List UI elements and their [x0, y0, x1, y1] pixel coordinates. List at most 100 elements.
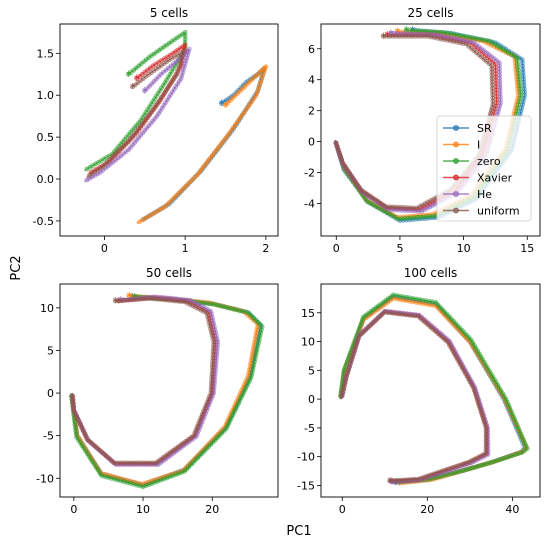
x-tick-label: 0 — [339, 503, 346, 516]
data-point-uniform — [162, 89, 168, 95]
series-line-He — [71, 296, 219, 466]
x-tick-label: 0 — [101, 242, 108, 255]
data-point-zero — [226, 420, 232, 426]
y-tick-label: -0.5 — [33, 215, 54, 228]
x-tick-label: 20 — [205, 503, 219, 516]
legend-marker-uniform — [453, 207, 459, 214]
x-tick-label: 2 — [262, 242, 269, 255]
y-tick-label: 4 — [308, 74, 315, 87]
data-point-He — [424, 205, 430, 211]
data-point-He — [173, 84, 179, 89]
legend-label-I: I — [477, 139, 480, 152]
series-group: ****** — [338, 292, 530, 491]
data-point-uniform — [333, 140, 339, 146]
y-tick-label: -4 — [304, 198, 315, 211]
series-line-uniform — [340, 311, 487, 482]
start-marker-uniform: * — [112, 295, 118, 309]
data-point-zero — [152, 96, 157, 102]
x-tick-label: 0 — [333, 242, 340, 255]
start-marker-Xavier: * — [116, 295, 122, 309]
data-point-He — [163, 100, 168, 106]
data-point-He — [161, 103, 167, 108]
data-point-zero — [182, 30, 188, 35]
legend-label-Xavier: Xavier — [477, 172, 513, 185]
data-point-zero — [153, 93, 159, 99]
data-point-zero — [148, 53, 154, 59]
start-marker-Xavier: * — [134, 72, 140, 86]
panel-title: 100 cells — [404, 266, 458, 280]
start-marker-SR: * — [218, 98, 224, 112]
y-tick-label: 1.0 — [37, 89, 55, 102]
data-point-uniform — [363, 190, 368, 196]
y-tick-label: -2 — [304, 167, 315, 180]
data-point-Xavier — [173, 49, 178, 55]
data-point-uniform — [153, 102, 159, 108]
data-point-zero — [159, 85, 164, 91]
data-point-uniform — [70, 400, 76, 406]
data-point-zero — [155, 91, 161, 96]
data-point-uniform — [360, 188, 366, 194]
start-marker-uniform: * — [387, 475, 393, 489]
data-point-I — [137, 219, 142, 225]
x-tick-label: 15 — [520, 242, 534, 255]
panel-title: 25 cells — [408, 6, 454, 20]
data-point-Xavier — [175, 47, 181, 53]
legend-label-He: He — [477, 188, 492, 201]
legend-label-SR: SR — [477, 122, 492, 135]
data-point-uniform — [480, 452, 486, 458]
data-point-He — [430, 203, 435, 208]
start-marker-zero: * — [403, 24, 409, 38]
series-line-I — [136, 64, 268, 224]
data-point-zero — [245, 380, 251, 386]
data-point-He — [84, 177, 90, 183]
data-point-uniform — [190, 303, 196, 309]
data-point-uniform — [198, 307, 204, 313]
start-marker-I: * — [223, 99, 229, 113]
axes-frame — [59, 23, 279, 237]
data-point-uniform — [71, 404, 76, 410]
data-point-He — [168, 92, 174, 97]
data-point-uniform — [172, 74, 178, 80]
x-tick-label: 5 — [396, 242, 403, 255]
data-point-uniform — [86, 173, 92, 178]
data-point-uniform — [201, 309, 207, 314]
start-marker-SR: * — [410, 24, 416, 38]
y-tick-label: -10 — [36, 472, 54, 485]
x-tick-label: 10 — [136, 503, 150, 516]
x-tick-label: 10 — [457, 242, 471, 255]
data-point-uniform — [167, 82, 173, 87]
data-point-zero — [229, 415, 234, 420]
data-point-uniform — [475, 455, 480, 460]
data-point-zero — [247, 378, 252, 383]
data-point-zero — [236, 400, 241, 406]
data-point-He — [166, 94, 172, 100]
data-point-uniform — [350, 176, 356, 182]
data-point-uniform — [490, 98, 496, 104]
y-tick-label: 10 — [40, 302, 54, 315]
start-marker-I: * — [397, 477, 403, 491]
data-point-SR — [219, 101, 224, 106]
legend-marker-zero — [453, 158, 459, 164]
legend-label-zero: zero — [477, 155, 501, 168]
data-point-uniform — [158, 95, 164, 100]
x-tick-label: 40 — [505, 503, 519, 516]
y-tick-label: -5 — [304, 422, 315, 435]
data-point-zero — [225, 423, 230, 429]
data-point-uniform — [153, 66, 159, 72]
y-tick-label: 0 — [308, 136, 315, 149]
axes-frame — [59, 283, 279, 498]
data-point-uniform — [419, 202, 425, 208]
data-point-uniform — [383, 204, 389, 209]
y-tick-label: -15 — [297, 479, 315, 492]
y-tick-label: 0.5 — [37, 131, 55, 144]
series-line-zero — [339, 294, 528, 483]
data-point-uniform — [380, 202, 386, 208]
data-point-uniform — [71, 407, 77, 413]
data-point-uniform — [184, 300, 190, 306]
data-point-zero — [160, 82, 166, 88]
data-point-zero — [84, 166, 90, 172]
start-marker-uniform: * — [380, 30, 386, 44]
y-tick-label: 0 — [308, 393, 315, 406]
